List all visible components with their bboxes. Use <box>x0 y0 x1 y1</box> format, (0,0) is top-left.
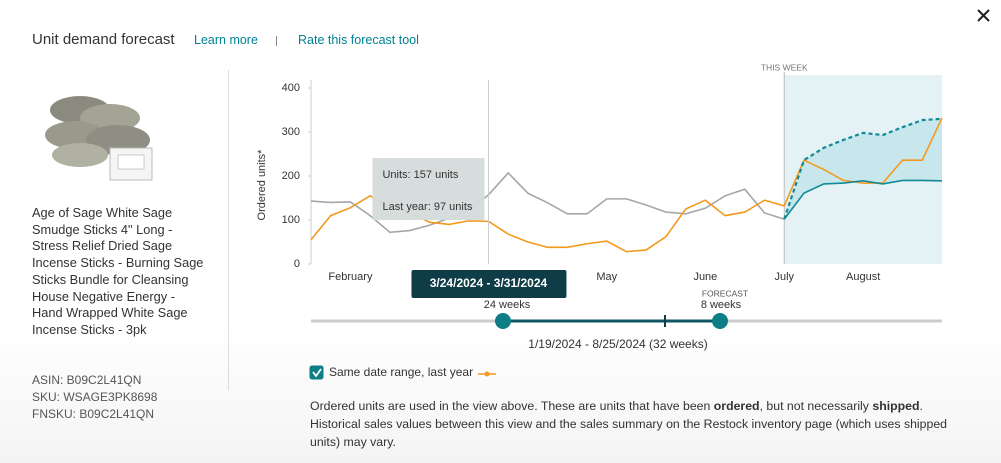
slider-right-label: 8 weeks <box>701 299 742 311</box>
series-line <box>310 171 785 234</box>
x-tick-label: July <box>774 271 794 283</box>
x-tick-label: June <box>693 271 717 283</box>
footer-text: Ordered units are used in the view above… <box>310 399 714 413</box>
date-pill <box>411 270 567 298</box>
legend-checkbox[interactable] <box>309 365 324 380</box>
y-tick-label: 300 <box>282 126 300 138</box>
y-tick-label: 200 <box>282 170 300 182</box>
footer-note: Ordered units are used in the view above… <box>310 397 975 451</box>
footer-bold: shipped <box>872 399 920 413</box>
y-tick-label: 100 <box>282 214 300 226</box>
tooltip-part: 157 <box>414 169 432 181</box>
footer-text: , but not necessarily <box>759 399 873 413</box>
fnsku: FNSKU: B09C2L41QN <box>32 407 155 421</box>
link-divider <box>276 36 277 46</box>
asin: ASIN: B09C2L41QN <box>32 373 142 387</box>
panel-divider <box>228 70 229 390</box>
tooltip-part: 97 <box>434 201 446 213</box>
sku: SKU: WSAGE3PK8698 <box>32 390 158 404</box>
tooltip-part: Last year: <box>382 201 430 213</box>
tooltip-units: Units: 157 units <box>382 169 458 181</box>
close-button[interactable] <box>977 9 990 22</box>
footer-bold: ordered <box>713 399 760 413</box>
tooltip-part: units <box>435 169 459 181</box>
x-tick-label: May <box>596 271 617 283</box>
dialog-title: Unit demand forecast <box>32 31 175 48</box>
series-line <box>783 117 943 220</box>
forecast-area <box>784 118 942 220</box>
date-pill-text: 3/24/2024 - 3/31/2024 <box>430 276 548 290</box>
y-tick-label: 400 <box>282 82 300 94</box>
tooltip-last-year: Last year: 97 units <box>382 201 472 213</box>
checkmark <box>312 368 322 378</box>
tooltip-part: units <box>449 201 473 213</box>
slider-knob[interactable] <box>712 313 728 329</box>
tooltip-box <box>372 158 485 220</box>
slider-left-label: 24 weeks <box>484 299 531 311</box>
y-axis-label: Ordered units* <box>256 149 268 221</box>
slider-range-text: 1/19/2024 - 8/25/2024 (32 weeks) <box>528 337 707 351</box>
series-line <box>783 179 943 220</box>
rate-tool-link[interactable]: Rate this forecast tool <box>298 33 419 47</box>
x-tick-label: August <box>846 271 880 283</box>
slider-knob[interactable] <box>495 313 511 329</box>
slider-forecast-label: FORECAST <box>702 288 748 298</box>
learn-more-link[interactable]: Learn more <box>194 33 258 47</box>
product-description: Age of Sage White Sage Smudge Sticks 4" … <box>32 205 204 337</box>
legend-marker <box>484 371 490 377</box>
y-tick-label: 0 <box>294 258 300 270</box>
this-week-label: THIS WEEK <box>761 62 808 72</box>
product-image <box>45 96 153 181</box>
legend-label: Same date range, last year <box>329 365 473 379</box>
footer-text: . Historical sales values between this v… <box>310 399 948 449</box>
x-tick-label: February <box>328 271 373 283</box>
tooltip-part: Units: <box>382 169 410 181</box>
